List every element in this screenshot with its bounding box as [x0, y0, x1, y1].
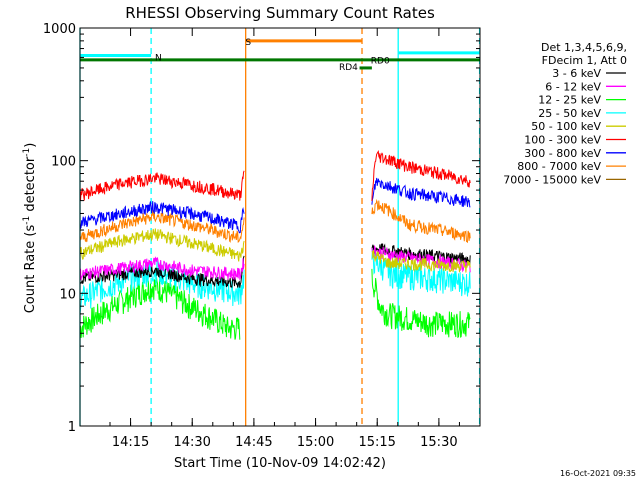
legend-entry-label: 6 - 12 keV [545, 80, 601, 93]
series-line [79, 276, 241, 340]
annotation-label: RD0 [371, 56, 390, 66]
y-tick-label: 100 [51, 155, 76, 170]
legend-entry-label: 3 - 6 keV [552, 67, 601, 80]
series-line [371, 248, 471, 297]
legend-entry-label: 12 - 25 keV [538, 94, 601, 107]
plot-frame [79, 27, 481, 427]
y-axis-label-mid: detector [23, 156, 38, 216]
legend-entry-label: 50 - 100 keV [531, 120, 601, 133]
annotation-label: RD4 [339, 63, 358, 73]
y-tick-labels: 1 10 100 1000 [43, 22, 76, 435]
y-tick-label: 10 [59, 287, 76, 302]
x-tick-label: 15:00 [297, 435, 334, 450]
series-line [79, 201, 245, 234]
y-tick-label: 1 [68, 420, 76, 435]
legend-entry-label: 100 - 300 keV [524, 134, 601, 147]
axes [79, 27, 481, 427]
x-axis-label: Start Time (10-Nov-09 14:02:42) [174, 456, 386, 471]
x-tick-label: 15:30 [420, 435, 457, 450]
annotation-label: S [245, 38, 251, 48]
series-line [371, 249, 471, 273]
legend-entry-label: 25 - 50 keV [538, 107, 601, 120]
series-line [371, 198, 471, 244]
series-line [79, 255, 245, 289]
series-line [371, 268, 471, 339]
legend-header-line-1: Det 1,3,4,5,6,9, [541, 41, 627, 54]
plot-area: N S RD4 RD0 [79, 28, 481, 426]
legend-entry-label: 300 - 800 keV [524, 147, 601, 160]
series-line [79, 209, 245, 243]
annotation-label: N [155, 54, 162, 64]
legend-header-line-2: FDecim 1, Att 0 [542, 54, 627, 67]
chart-title: RHESSI Observing Summary Count Rates [125, 4, 435, 22]
legend-entry-label: 800 - 7000 keV [517, 160, 601, 173]
y-tick-label: 1000 [43, 22, 76, 37]
x-tick-label: 14:30 [173, 435, 210, 450]
x-tick-label: 14:45 [235, 435, 272, 450]
y-axis-label: Count Rate (s-1 detector-1) [22, 143, 38, 314]
y-axis-label-sup1: -1 [22, 216, 32, 225]
y-axis-label-base: Count Rate (s [23, 225, 38, 314]
series-line [371, 149, 471, 202]
y-axis-label-end: ) [23, 143, 38, 148]
legend-entry-label: 7000 - 15000 keV [503, 173, 601, 186]
series-line [371, 177, 471, 208]
legend: Det 1,3,4,5,6,9, FDecim 1, Att 0 3 - 6 k… [503, 41, 627, 186]
series-line [79, 256, 245, 281]
y-axis-label-sup2: -1 [22, 148, 32, 157]
x-tick-labels: 14:15 14:30 14:45 15:00 15:15 15:30 [112, 435, 458, 450]
series-line [79, 228, 245, 262]
x-tick-label: 14:15 [112, 435, 149, 450]
footer-timestamp: 16-Oct-2021 09:35 [560, 469, 636, 478]
x-tick-label: 15:15 [358, 435, 395, 450]
series-line [79, 170, 245, 201]
